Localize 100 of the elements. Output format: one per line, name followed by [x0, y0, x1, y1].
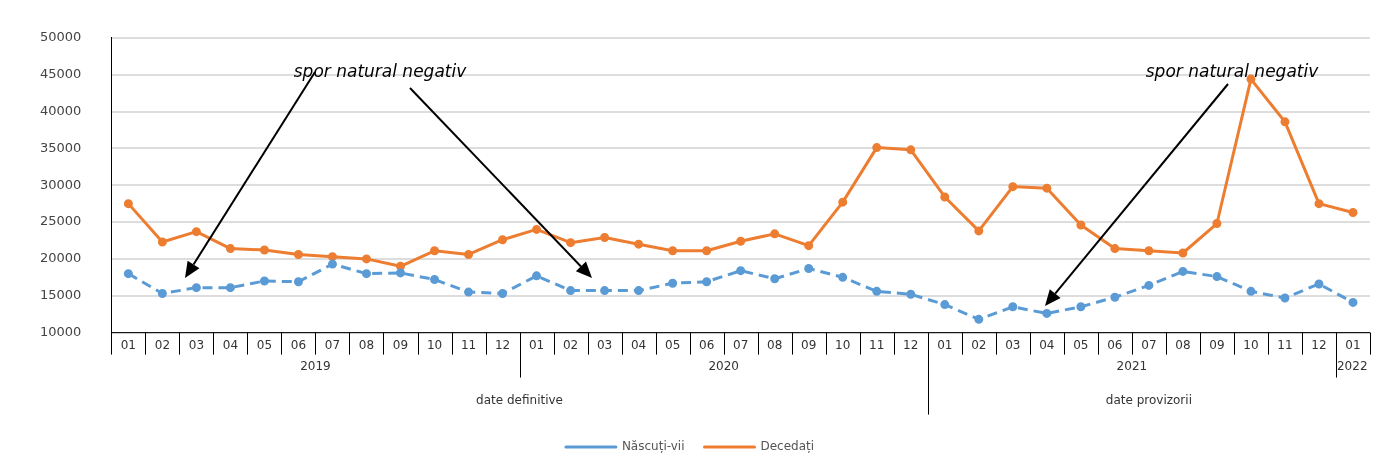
point — [1144, 280, 1154, 290]
point — [804, 241, 814, 251]
point — [532, 271, 542, 281]
point — [293, 277, 303, 287]
point — [396, 261, 405, 271]
point — [1246, 286, 1256, 296]
point — [1178, 266, 1188, 276]
point — [293, 249, 303, 259]
x-tick-label: 02 — [562, 337, 579, 352]
x-tick-label: 11 — [869, 337, 885, 352]
text: date definitive — [476, 392, 564, 407]
x-tick-label: 03 — [1005, 337, 1021, 352]
x-tick-label: 08 — [358, 337, 375, 352]
point — [532, 224, 542, 234]
point — [464, 249, 474, 259]
x-tick-label: 06 — [699, 337, 715, 352]
x-tick-label: 09 — [1209, 337, 1225, 352]
point — [1280, 117, 1290, 127]
point — [566, 238, 576, 248]
point — [838, 197, 848, 207]
point — [327, 259, 337, 269]
point — [872, 143, 882, 153]
point — [327, 252, 337, 262]
y-tick-label: 15000 — [40, 287, 82, 303]
point — [1314, 279, 1324, 289]
point — [634, 239, 644, 249]
x-tick-label: 05 — [1073, 337, 1089, 352]
point — [838, 272, 848, 282]
point — [906, 289, 916, 299]
x-tick-label: 10 — [1243, 337, 1259, 352]
x-tick-label: 03 — [596, 337, 613, 352]
point — [464, 287, 474, 297]
x-tick-label: 04 — [1039, 337, 1055, 352]
point — [259, 245, 269, 255]
point — [225, 244, 235, 254]
x-tick-label: 07 — [733, 337, 749, 352]
point — [702, 246, 712, 256]
text: 2020 — [708, 358, 739, 373]
point — [1280, 293, 1290, 303]
point — [1110, 292, 1120, 302]
legend-label: Născuți-vii — [621, 439, 685, 454]
x-tick-label: 01 — [1345, 337, 1361, 352]
x-tick-label: 02 — [971, 337, 987, 352]
point — [600, 286, 610, 296]
x-tick-label: 07 — [1141, 337, 1157, 352]
x-tick-label: 01 — [120, 337, 136, 352]
x-tick-label: 08 — [1175, 337, 1191, 352]
y-tick-label: 20000 — [40, 250, 82, 266]
point — [804, 263, 814, 273]
x-tick-label: 11 — [1277, 337, 1293, 352]
x-tick-label: 04 — [630, 337, 647, 352]
annotation: spor natural negativ — [293, 61, 468, 82]
x-tick-label: 07 — [324, 337, 341, 352]
x-tick-label: 06 — [1107, 337, 1123, 352]
x-tick-label: 08 — [767, 337, 783, 352]
point — [498, 235, 508, 245]
x-tick-label: 10 — [426, 337, 443, 352]
text: 2019 — [300, 358, 331, 373]
point — [123, 269, 133, 279]
point — [1042, 183, 1052, 193]
point — [770, 229, 780, 239]
point — [1042, 308, 1052, 318]
x-tick-label: 06 — [290, 337, 307, 352]
point — [1076, 302, 1086, 312]
point — [225, 283, 235, 293]
point — [872, 286, 882, 296]
x-tick-label: 04 — [222, 337, 239, 352]
y-tick-label: 10000 — [40, 323, 82, 339]
point — [1212, 272, 1222, 282]
x-tick-label: 02 — [154, 337, 171, 352]
x-tick-label: 05 — [256, 337, 273, 352]
point — [940, 300, 950, 310]
y-tick-label: 40000 — [40, 102, 82, 118]
point — [1178, 248, 1188, 258]
point — [1076, 220, 1086, 230]
x-tick-label: 10 — [835, 337, 851, 352]
x-tick-label: 12 — [1311, 337, 1327, 352]
point — [600, 233, 610, 243]
point — [1348, 207, 1358, 217]
y-tick-label: 50000 — [40, 29, 82, 45]
x-tick-label: 03 — [188, 337, 205, 352]
point — [1008, 182, 1018, 192]
point — [736, 236, 746, 246]
point — [123, 199, 133, 209]
point — [430, 246, 440, 256]
point — [396, 268, 405, 278]
legend-label: Decedați — [760, 439, 815, 454]
x-tick-label: 12 — [494, 337, 511, 352]
point — [770, 274, 780, 284]
point — [974, 314, 984, 324]
x-tick-label: 12 — [903, 337, 919, 352]
point — [974, 226, 984, 236]
x-tick-label: 09 — [392, 337, 409, 352]
point — [191, 227, 201, 237]
text: 2022 — [1336, 358, 1368, 373]
point — [498, 289, 508, 299]
point — [1144, 246, 1154, 256]
point — [1348, 297, 1358, 307]
y-tick-label: 25000 — [40, 213, 82, 229]
x-tick-label: 05 — [665, 337, 681, 352]
